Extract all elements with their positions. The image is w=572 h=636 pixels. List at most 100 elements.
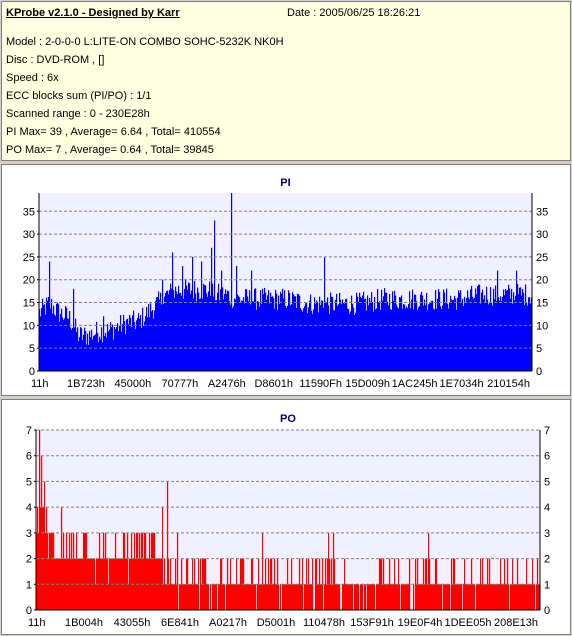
- x-tick-label: D5001h: [257, 617, 296, 629]
- bar: [394, 290, 396, 371]
- bar: [218, 584, 220, 610]
- bar: [41, 307, 43, 371]
- bar: [366, 310, 368, 371]
- bar: [53, 305, 55, 371]
- bar: [262, 532, 264, 610]
- bar: [326, 584, 328, 610]
- x-tick-label: 11h: [31, 378, 49, 390]
- y-tick-label-left: 15: [23, 298, 35, 310]
- bar: [373, 311, 375, 371]
- bar: [154, 532, 156, 610]
- bar: [150, 558, 152, 610]
- bar: [324, 256, 326, 371]
- bar: [59, 321, 61, 371]
- bar: [355, 312, 357, 371]
- x-tick-label: 11h: [28, 617, 46, 629]
- bar: [528, 297, 530, 371]
- bar: [136, 320, 138, 371]
- bar: [214, 584, 216, 610]
- bar: [317, 584, 319, 610]
- bar: [419, 305, 421, 371]
- bar: [267, 584, 269, 610]
- bar: [270, 558, 272, 610]
- bar: [286, 307, 288, 371]
- bar: [144, 321, 146, 371]
- bar: [52, 313, 54, 371]
- bar: [300, 308, 302, 371]
- bar: [59, 558, 61, 610]
- bar: [154, 310, 156, 371]
- bar: [397, 307, 399, 371]
- bar: [206, 293, 208, 371]
- bar: [401, 295, 403, 371]
- bar: [150, 303, 152, 371]
- bar: [60, 314, 62, 371]
- bar: [368, 584, 370, 610]
- bar: [54, 558, 56, 610]
- bar: [84, 327, 86, 371]
- bar: [163, 303, 165, 371]
- bar: [448, 308, 450, 371]
- bar: [213, 296, 215, 371]
- bar: [64, 558, 66, 610]
- bar: [70, 558, 72, 610]
- bar: [247, 296, 249, 371]
- x-tick-label: 43055h: [114, 617, 151, 629]
- bar: [307, 584, 309, 610]
- bar: [108, 584, 110, 610]
- bar: [278, 295, 280, 371]
- bar: [307, 313, 309, 371]
- bar: [449, 584, 451, 610]
- bar: [47, 300, 49, 371]
- bar: [162, 279, 164, 371]
- bar: [435, 289, 437, 371]
- bar: [170, 283, 172, 371]
- bar: [492, 584, 494, 610]
- bar: [395, 584, 397, 610]
- bar: [384, 584, 386, 610]
- bar: [422, 295, 424, 371]
- bar: [323, 307, 325, 371]
- bar: [405, 584, 407, 610]
- bar: [144, 532, 146, 610]
- bar: [55, 316, 57, 371]
- bar: [44, 304, 46, 371]
- bar: [118, 331, 120, 371]
- bar: [49, 261, 51, 371]
- bar: [420, 294, 422, 371]
- y-tick-label-right: 10: [536, 320, 548, 332]
- bar: [63, 319, 65, 371]
- bar: [184, 584, 186, 610]
- y-tick-label-left: 4: [26, 502, 32, 514]
- bar: [249, 584, 251, 610]
- bar: [196, 584, 198, 610]
- bar: [390, 584, 392, 610]
- bar: [124, 532, 126, 610]
- bar: [295, 584, 297, 610]
- bar: [201, 584, 203, 610]
- bar: [472, 296, 474, 371]
- chart-title: PO: [280, 413, 296, 425]
- bar: [310, 584, 312, 610]
- bar: [389, 558, 391, 610]
- bar: [125, 334, 127, 371]
- bar: [304, 584, 306, 610]
- bar: [166, 291, 168, 371]
- bar: [179, 584, 181, 610]
- bar: [446, 584, 448, 610]
- bar: [153, 318, 155, 371]
- bar: [344, 303, 346, 371]
- bar: [339, 292, 341, 371]
- bar: [167, 481, 169, 610]
- bar: [289, 584, 291, 610]
- bar: [483, 584, 485, 610]
- bar: [260, 290, 262, 371]
- bar: [149, 317, 151, 371]
- bar: [347, 308, 349, 371]
- bar: [461, 584, 463, 610]
- bar: [277, 309, 279, 371]
- bar: [195, 293, 197, 371]
- bar: [332, 584, 334, 610]
- bar: [415, 295, 417, 371]
- bar: [444, 584, 446, 610]
